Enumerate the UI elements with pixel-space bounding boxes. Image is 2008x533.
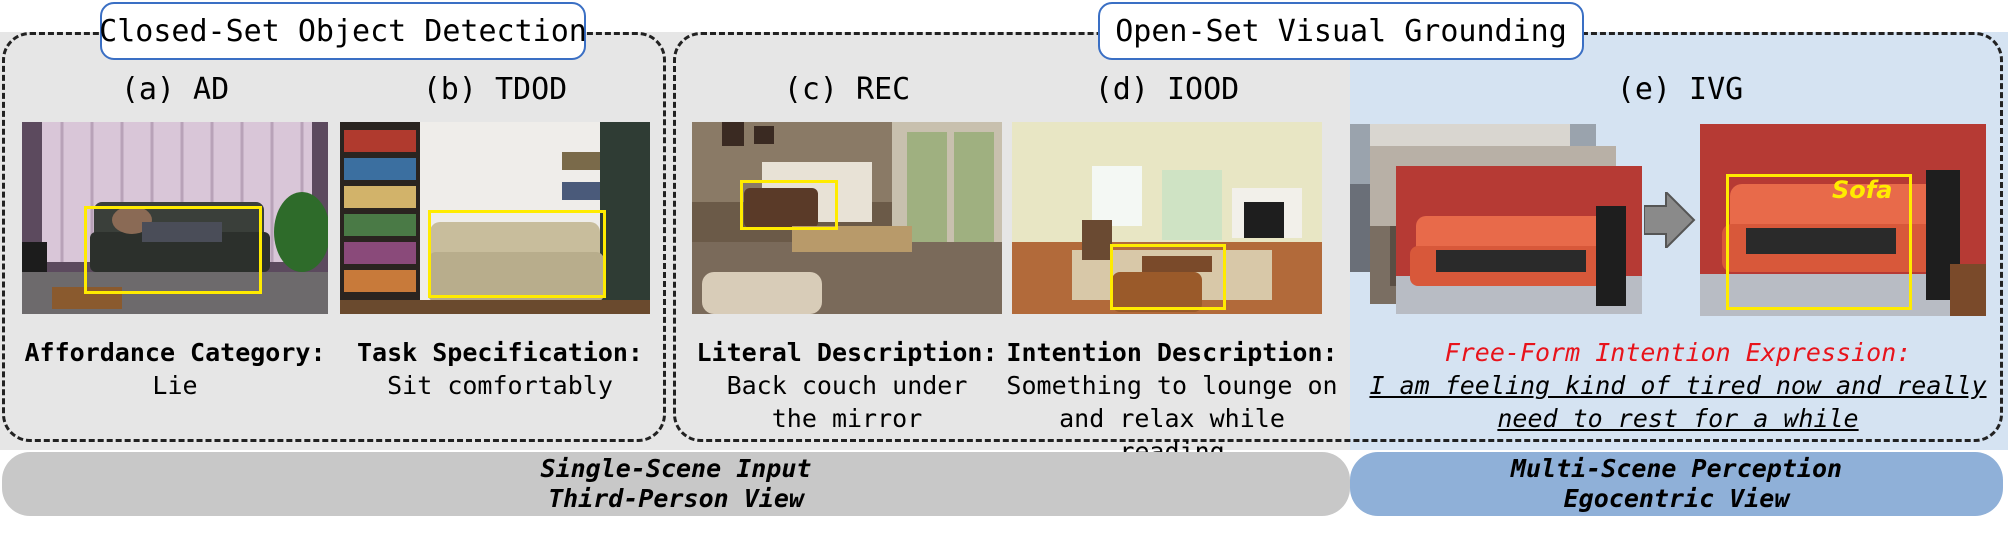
ad-scene-photo [22,122,328,314]
ad-bounding-box [84,206,262,294]
tdod-bounding-box [428,210,606,298]
task-label-ivg: (e) IVG [1616,72,1744,107]
task-label-iood: (d) IOOD [1094,72,1240,107]
single-scene-line1: Single-Scene Input [540,454,812,483]
sofa-tag: Sofa [1832,176,1893,204]
rec-description: Literal Description: Back couch under th… [686,336,1008,435]
tdod-description-body: Sit comfortably [387,371,613,400]
multi-scene-bar: Multi-Scene Perception Egocentric View [1350,452,2003,516]
iood-description: Intention Description: Something to loun… [1002,336,1342,468]
rec-bounding-box [740,180,838,230]
iood-description-body: Something to lounge on and relax while r… [1006,371,1338,466]
single-scene-bar: Single-Scene Input Third-Person View [2,452,1350,516]
ivg-input-frame [1396,166,1642,314]
ivg-bounding-box [1726,174,1912,310]
ivg-description-body: I am feeling kind of tired now and reall… [1369,371,1987,433]
tdod-description-head: Task Specification: [357,338,643,367]
ivg-description: Free-Form Intention Expression: I am fee… [1368,336,1988,435]
iood-scene-photo [1012,122,1322,314]
ivg-description-head: Free-Form Intention Expression: [1444,338,1912,367]
rec-description-head: Literal Description: [696,338,998,367]
iood-bounding-box [1110,244,1226,310]
ad-description-head: Affordance Category: [24,338,326,367]
iood-description-head: Intention Description: [1006,338,1338,367]
arrow-right-icon [1644,192,1696,248]
tdod-description: Task Specification: Sit comfortably [340,336,660,402]
tdod-scene-photo [340,122,650,314]
multi-scene-line1: Multi-Scene Perception [1510,454,1843,483]
rec-description-body: Back couch under the mirror [726,371,968,433]
single-scene-line2: Third-Person View [548,484,804,513]
ad-description: Affordance Category: Lie [12,336,338,402]
ad-description-body: Lie [152,371,198,400]
task-label-tdod: (b) TDOD [422,72,568,107]
ivg-output-frame: Sofa [1700,124,1986,316]
task-label-rec: (c) REC [783,72,911,107]
open-set-title: Open-Set Visual Grounding [1098,2,1584,60]
rec-scene-photo [692,122,1002,314]
task-label-ad: (a) AD [120,72,230,107]
multi-scene-line2: Egocentric View [1563,484,1790,513]
closed-set-title: Closed-Set Object Detection [99,2,587,60]
